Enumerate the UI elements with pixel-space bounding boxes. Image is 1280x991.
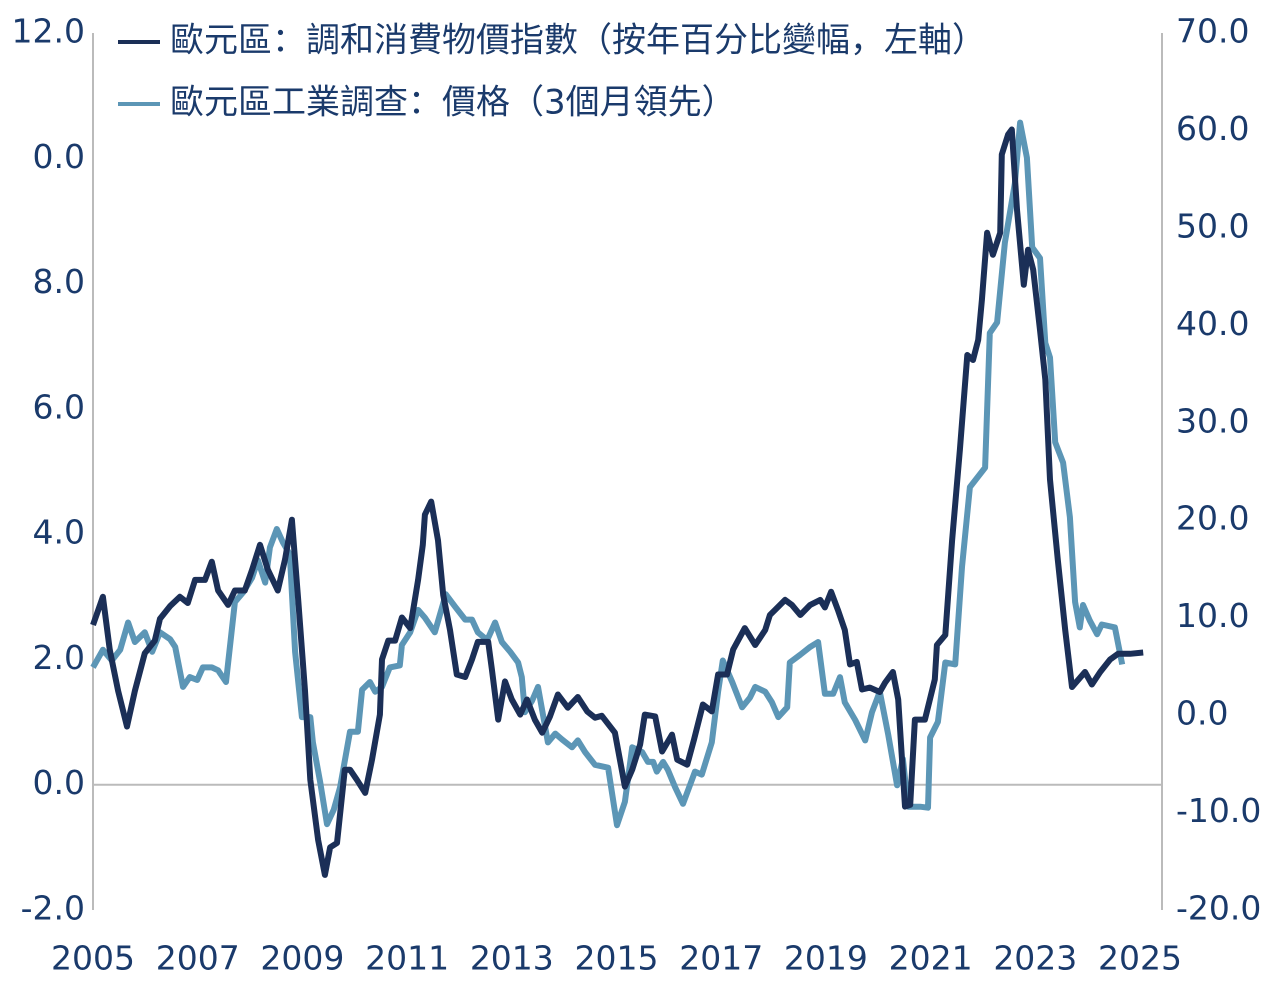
legend-label: 歐元區工業調查：價格（3個月領先） (170, 83, 736, 123)
y-tick-label: 0.0 (33, 763, 85, 802)
y2-tick-label: 40.0 (1176, 304, 1249, 343)
legend-label: 歐元區：調和消費物價指數（按年百分比變幅，左軸） (170, 21, 986, 61)
y-tick-label: 6.0 (33, 387, 85, 426)
x-tick-label: 2023 (993, 939, 1077, 978)
x-tick-label: 2007 (156, 939, 240, 978)
y2-tick-label: 60.0 (1176, 109, 1249, 148)
y2-tick-label: -10.0 (1176, 791, 1261, 830)
x-tick-label: 2011 (365, 939, 449, 978)
series-line (90, 126, 1144, 878)
y-tick-label: 8.0 (33, 262, 85, 301)
y2-tick-label: 30.0 (1176, 401, 1249, 440)
x-tick-label: 2025 (1098, 939, 1182, 978)
y-tick-label: 0.0 (33, 137, 85, 176)
x-tick-label: 2013 (470, 939, 554, 978)
y-tick-label: 12.0 (12, 12, 85, 51)
x-tick-label: 2019 (784, 939, 868, 978)
y-tick-label: -2.0 (21, 889, 85, 928)
x-tick-label: 2015 (575, 939, 659, 978)
y2-tick-label: 50.0 (1176, 206, 1249, 245)
y2-tick-label: -20.0 (1176, 889, 1261, 928)
y2-tick-label: 20.0 (1176, 499, 1249, 538)
series-line (90, 119, 1126, 829)
y2-tick-label: 0.0 (1176, 694, 1228, 733)
y2-tick-label: 70.0 (1176, 12, 1249, 51)
y-tick-label: 2.0 (33, 638, 85, 677)
y-tick-label: 4.0 (33, 513, 85, 552)
x-tick-label: 2009 (260, 939, 344, 978)
x-tick-label: 2017 (679, 939, 763, 978)
x-tick-label: 2021 (889, 939, 973, 978)
x-tick-label: 2005 (51, 939, 135, 978)
y2-tick-label: 10.0 (1176, 596, 1249, 635)
